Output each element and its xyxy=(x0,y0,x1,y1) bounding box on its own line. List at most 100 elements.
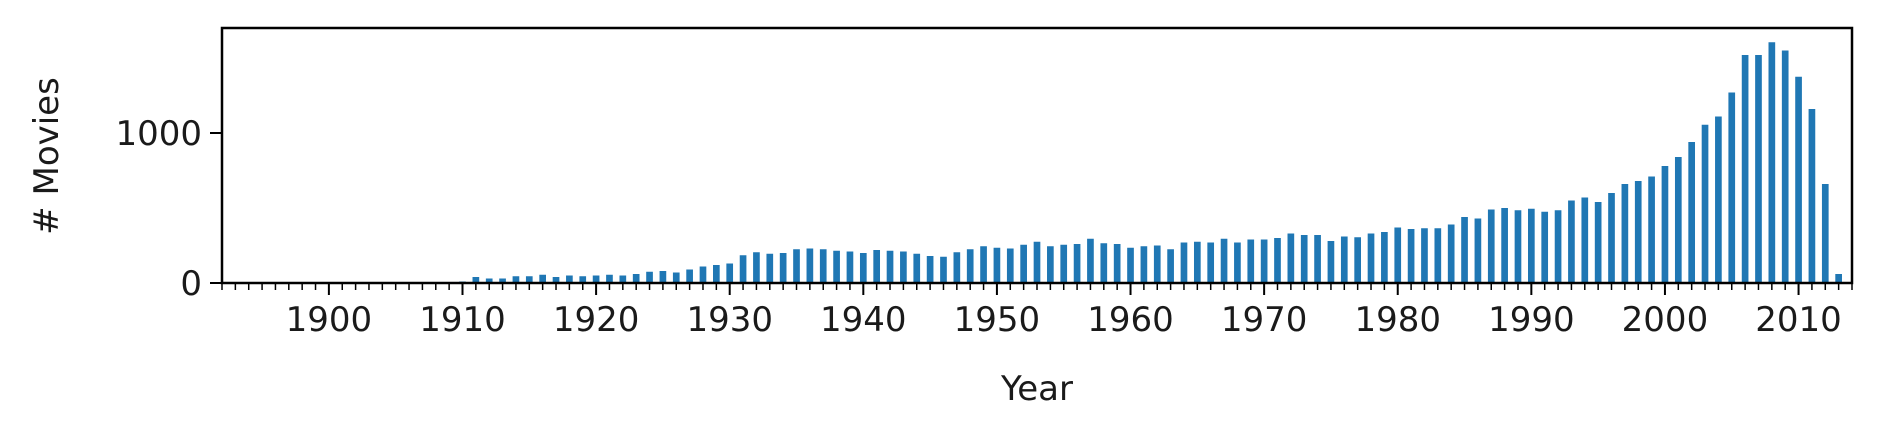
x-axis: 1900 1910 1920 1930 1940 1950 1960 1970 1980 1990… xyxy=(221,283,1853,340)
bar-1981 xyxy=(1407,229,1415,283)
bar-1946 xyxy=(940,256,947,283)
bar-2002 xyxy=(1688,142,1696,283)
bar-2001 xyxy=(1674,157,1682,283)
bar-2011 xyxy=(1808,109,1816,283)
bar-1957 xyxy=(1087,238,1094,283)
bar-1973 xyxy=(1300,235,1308,283)
bar-1942 xyxy=(886,250,894,283)
bar-1986 xyxy=(1474,218,1482,283)
bar-1956 xyxy=(1073,244,1081,283)
bar-2005 xyxy=(1728,92,1736,283)
bar-1918 xyxy=(566,275,573,283)
bar-1920 xyxy=(592,275,600,283)
x-tick-label: 1950 xyxy=(954,300,1041,340)
x-tick-label: 1920 xyxy=(553,300,640,340)
bar-1947 xyxy=(953,252,961,283)
y-tick-label: 0 xyxy=(180,264,202,304)
bar-1925 xyxy=(659,271,667,283)
bar-1921 xyxy=(606,274,613,283)
bar-1958 xyxy=(1100,243,1108,283)
bar-2010 xyxy=(1795,76,1802,283)
x-axis-label: Year xyxy=(1000,369,1073,409)
bar-1971 xyxy=(1274,238,1281,283)
bar-1976 xyxy=(1340,236,1348,283)
y-axis: 0 1000 xyxy=(115,114,222,304)
bar-1944 xyxy=(913,253,921,283)
bar-1977 xyxy=(1354,237,1361,283)
bar-1998 xyxy=(1634,181,1642,283)
bar-2012 xyxy=(1821,184,1829,283)
bar-1953 xyxy=(1033,241,1041,283)
x-tick-label: 1900 xyxy=(286,300,373,340)
bar-1988 xyxy=(1501,208,1508,283)
bar-1922 xyxy=(619,275,627,283)
bar-2006 xyxy=(1741,55,1749,283)
bar-1919 xyxy=(579,276,587,283)
bar-1931 xyxy=(739,255,747,283)
x-tick-label: 2000 xyxy=(1622,300,1709,340)
bar-1945 xyxy=(926,256,934,283)
bar-1987 xyxy=(1487,209,1495,283)
bar-1961 xyxy=(1140,246,1148,283)
bar-2013 xyxy=(1835,274,1842,283)
bar-1974 xyxy=(1314,235,1321,283)
x-tick-label: 1960 xyxy=(1087,300,1174,340)
bar-1975 xyxy=(1327,241,1335,283)
bar-1980 xyxy=(1394,227,1402,283)
bar-series xyxy=(232,42,1842,283)
bar-1938 xyxy=(833,250,840,283)
bar-1990 xyxy=(1528,208,1535,283)
bar-1954 xyxy=(1047,246,1054,283)
x-tick-label: 1970 xyxy=(1221,300,1308,340)
bar-1983 xyxy=(1434,228,1442,283)
bar-1995 xyxy=(1594,202,1602,283)
bar-1912 xyxy=(485,278,493,283)
bar-1997 xyxy=(1621,184,1629,283)
bar-1994 xyxy=(1581,197,1589,283)
bar-1968 xyxy=(1234,242,1241,283)
bar-1937 xyxy=(819,249,827,283)
bar-1967 xyxy=(1220,238,1228,283)
bar-1989 xyxy=(1514,210,1522,283)
bar-1924 xyxy=(646,271,653,283)
x-tick-label: 1940 xyxy=(820,300,907,340)
bar-2008 xyxy=(1768,42,1776,283)
x-tick-label: 1930 xyxy=(686,300,773,340)
bar-1979 xyxy=(1381,232,1388,283)
bar-1950 xyxy=(993,247,1001,283)
bar-1965 xyxy=(1193,241,1201,283)
bar-1991 xyxy=(1541,211,1549,283)
bar-2004 xyxy=(1715,116,1722,283)
bar-2000 xyxy=(1661,166,1669,283)
bar-1933 xyxy=(766,253,774,283)
bar-1962 xyxy=(1153,245,1161,283)
bar-1985 xyxy=(1461,217,1468,283)
bar-1926 xyxy=(672,272,680,283)
bar-1993 xyxy=(1568,200,1575,283)
bar-1966 xyxy=(1207,242,1215,283)
x-tick-label: 1990 xyxy=(1488,300,1575,340)
bar-1916 xyxy=(539,274,546,283)
bar-1972 xyxy=(1287,233,1295,283)
bar-1939 xyxy=(846,251,854,283)
bar-1949 xyxy=(980,246,987,283)
bar-1917 xyxy=(552,277,560,283)
bar-1936 xyxy=(806,248,814,283)
bar-1927 xyxy=(686,269,693,283)
bar-1911 xyxy=(472,277,480,283)
bar-1951 xyxy=(1006,248,1014,283)
bar-1969 xyxy=(1247,239,1255,283)
bar-1984 xyxy=(1447,224,1455,283)
bar-1923 xyxy=(632,274,640,283)
bar-1943 xyxy=(900,251,907,283)
x-tick-label: 1980 xyxy=(1354,300,1441,340)
bar-1914 xyxy=(512,276,520,283)
bar-1996 xyxy=(1608,193,1615,283)
bar-1929 xyxy=(713,265,720,283)
bar-1978 xyxy=(1367,233,1375,283)
y-tick-label: 1000 xyxy=(115,114,202,154)
bar-1992 xyxy=(1554,210,1562,283)
bar-1932 xyxy=(753,252,760,283)
bar-1934 xyxy=(779,253,787,283)
